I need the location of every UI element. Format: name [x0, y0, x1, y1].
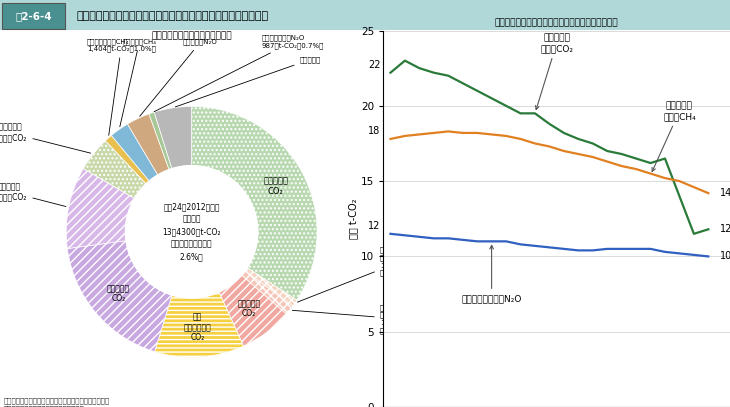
Text: 農林水産業からのN₂O: 農林水産業からのN₂O	[461, 245, 522, 303]
Wedge shape	[112, 124, 158, 181]
Wedge shape	[242, 271, 293, 314]
Text: 図2-6-4: 図2-6-4	[15, 11, 52, 21]
Text: 農業で発生するN₂O
987万t-CO₂（0.7%）: 農業で発生するN₂O 987万t-CO₂（0.7%）	[154, 35, 323, 112]
Text: 食品製造業で
発生するCO₂
1,717万t-CO₂
（1.3%）: 食品製造業で 発生するCO₂ 1,717万t-CO₂ （1.3%）	[293, 304, 423, 334]
Text: 12: 12	[720, 224, 730, 234]
Text: その他ガス: その他ガス	[175, 56, 320, 107]
Wedge shape	[149, 112, 172, 170]
Text: 資料：（独）国立環境研究所温室効果ガスインベントリ
オフィスのデータを基に農林水産省で作成: 資料：（独）国立環境研究所温室効果ガスインベントリ オフィスのデータを基に農林水…	[4, 397, 110, 407]
Wedge shape	[128, 114, 169, 175]
Text: 農林水産業で
発生するCO₂
1,160万t-CO₂
（0.9%）: 農林水産業で 発生するCO₂ 1,160万t-CO₂ （0.9%）	[297, 247, 423, 302]
Text: 平成24（2012）年度
総排出量
13億4300万t-CO₂
（農林水産業の割合
2.6%）: 平成24（2012）年度 総排出量 13億4300万t-CO₂ （農林水産業の割…	[162, 202, 221, 261]
Wedge shape	[191, 106, 317, 300]
Text: 業務
その他部門の
CO₂: 業務 その他部門の CO₂	[184, 313, 212, 342]
Text: 22: 22	[368, 60, 380, 70]
Wedge shape	[155, 292, 244, 357]
Text: 家庭部門の
CO₂: 家庭部門の CO₂	[237, 299, 261, 318]
Text: 農業以外のCH₄: 農業以外のCH₄	[120, 39, 156, 127]
Circle shape	[126, 166, 258, 298]
Wedge shape	[219, 275, 286, 346]
Wedge shape	[83, 141, 146, 199]
Text: 14: 14	[720, 188, 730, 198]
Text: 農業以外のN₂O: 農業以外のN₂O	[139, 39, 218, 116]
Wedge shape	[105, 136, 149, 184]
Text: 農業で発生するCH₄
1,404万t-CO₂（1.0%）: 農業で発生するCH₄ 1,404万t-CO₂（1.0%）	[87, 38, 156, 135]
Text: 12: 12	[368, 221, 380, 231]
Title: （農林水産業における温室効果ガス排出量の推移）: （農林水産業における温室効果ガス排出量の推移）	[495, 18, 618, 27]
Wedge shape	[66, 168, 134, 249]
Text: 産業部門の
CO₂: 産業部門の CO₂	[264, 176, 288, 196]
Text: （温室効果ガス総排出量の内訳）: （温室効果ガス総排出量の内訳）	[151, 31, 232, 40]
Text: 農林水産業
からのCO₂: 農林水産業 からのCO₂	[536, 34, 573, 109]
Text: 10: 10	[720, 252, 730, 261]
Text: 非エネルギー
転換部門のCO₂: 非エネルギー 転換部門のCO₂	[0, 123, 91, 153]
Text: 18: 18	[368, 127, 380, 136]
Text: エネルギー
転換部門のCO₂: エネルギー 転換部門のCO₂	[0, 182, 66, 206]
Text: 温室効果ガス総排出量の内訳と農林水産業における排出量の推移: 温室効果ガス総排出量の内訳と農林水産業における排出量の推移	[77, 11, 269, 21]
Wedge shape	[154, 106, 191, 168]
Text: 運輸部門の
CO₂: 運輸部門の CO₂	[107, 284, 130, 304]
Text: 農林水産業
からのCH₄: 農林水産業 からのCH₄	[652, 101, 696, 171]
Y-axis label: 百万 t-CO₂: 百万 t-CO₂	[348, 199, 358, 239]
Wedge shape	[67, 241, 172, 352]
Wedge shape	[245, 268, 297, 306]
